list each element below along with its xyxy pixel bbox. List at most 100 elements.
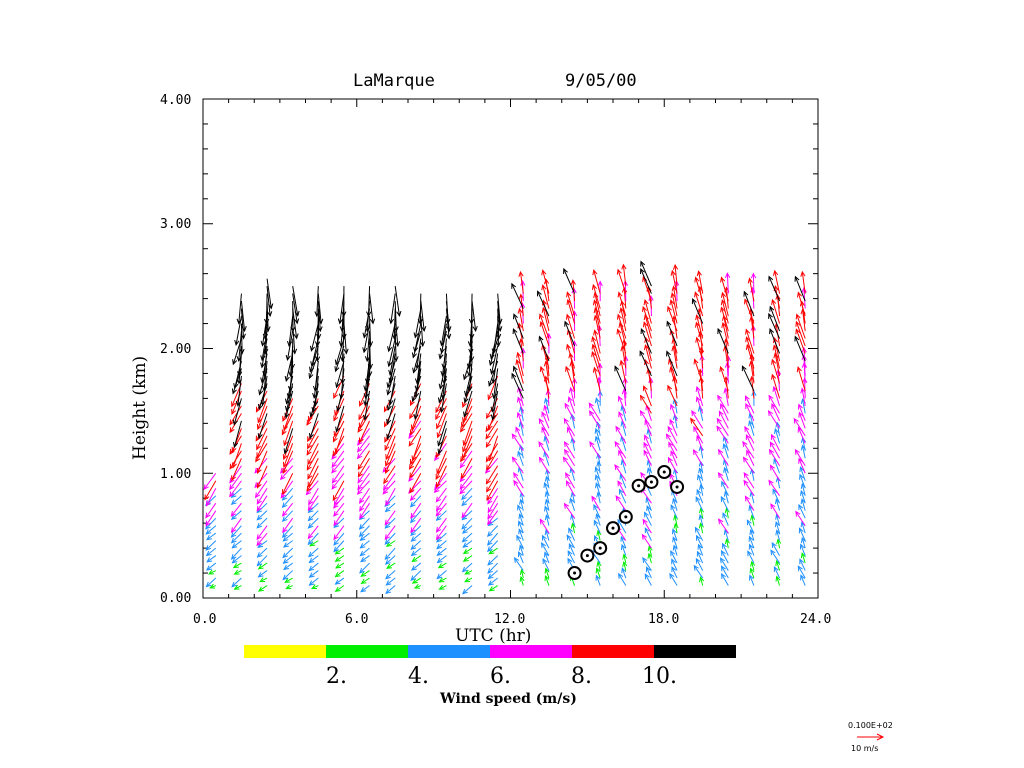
wind-vector-shaft <box>307 428 319 449</box>
wind-vector-head <box>563 267 568 275</box>
wind-vector-head <box>230 532 237 538</box>
wind-vector <box>256 428 268 451</box>
wind-vector-head <box>771 542 777 549</box>
wind-vector-shaft <box>386 562 396 569</box>
wind-vector-head <box>462 542 469 548</box>
wind-vector-head <box>205 581 212 588</box>
wind-vector <box>594 466 601 481</box>
wind-vector <box>486 480 499 501</box>
wind-vector <box>770 503 780 519</box>
wind-vector-shaft <box>462 435 473 459</box>
wind-vector-shaft <box>306 472 319 492</box>
wind-vector <box>747 550 755 564</box>
wind-vector-head <box>694 291 700 298</box>
wind-vector-head <box>435 407 441 414</box>
wind-vector-head <box>439 340 445 347</box>
wind-vector <box>256 555 268 567</box>
wind-vector-shaft <box>511 433 524 452</box>
wind-vector-head <box>281 510 288 517</box>
wind-vector <box>257 413 268 440</box>
wind-vector-head <box>290 326 296 333</box>
wind-vector <box>360 585 370 593</box>
wind-vector <box>337 293 345 325</box>
wind-vector-head <box>491 377 497 384</box>
wind-vector-shaft <box>539 457 550 474</box>
wind-vector-head <box>618 449 623 456</box>
wind-vector-shaft <box>646 567 652 579</box>
wind-vector <box>695 396 704 414</box>
wind-vector <box>567 550 576 564</box>
wind-vector-head <box>717 394 723 401</box>
wind-vector-shaft <box>411 532 422 542</box>
wind-vector-shaft <box>488 517 498 526</box>
wind-vector <box>487 510 499 526</box>
wind-vector <box>565 472 575 489</box>
wind-vector-shaft <box>441 323 447 353</box>
wind-vector-head <box>672 536 678 543</box>
wind-vector-shaft <box>520 499 524 511</box>
wind-vector-head <box>767 410 774 417</box>
wind-vector-shaft <box>647 460 652 474</box>
wind-vector-head <box>518 544 524 551</box>
wind-vector-shaft <box>335 428 345 453</box>
wind-vector-shaft <box>698 544 704 556</box>
wind-vector-head <box>511 372 517 379</box>
wind-vector-head <box>410 424 416 431</box>
wind-vector-head <box>331 483 337 490</box>
wind-vector-head <box>518 444 524 451</box>
wind-vector <box>359 540 370 549</box>
wind-vector-shaft <box>799 474 806 489</box>
wind-vector-head <box>393 326 399 333</box>
wind-vector-head <box>230 511 237 517</box>
wind-vector-head <box>386 404 392 411</box>
wind-vector-shaft <box>282 547 294 558</box>
wind-vector-head <box>720 291 727 298</box>
wind-vector-shaft <box>644 435 652 451</box>
wind-vector-head <box>461 494 467 501</box>
wind-vector-shaft <box>724 529 729 541</box>
wind-vector <box>744 495 755 511</box>
wind-vector-shaft <box>674 523 678 534</box>
wind-vector <box>231 458 242 482</box>
wind-vector-shaft <box>568 543 576 556</box>
wind-vector-head <box>722 512 728 519</box>
wind-vector <box>233 569 242 575</box>
wind-vector-shaft <box>744 426 755 444</box>
wind-vector <box>231 443 242 469</box>
wind-vector-shaft <box>487 495 499 513</box>
wind-vector <box>538 335 550 362</box>
wind-vector <box>594 397 601 414</box>
wind-vector <box>566 426 576 444</box>
wind-vector-shaft <box>436 450 447 474</box>
wind-vector <box>566 534 575 549</box>
wind-vector <box>485 420 499 440</box>
wind-vector-shaft <box>518 308 524 332</box>
wind-vector-shaft <box>333 420 345 442</box>
wind-vector <box>282 547 294 559</box>
wind-vector-shaft <box>519 514 524 526</box>
wind-vector-head <box>696 488 702 495</box>
wind-vector-head <box>487 546 493 553</box>
wind-vector <box>642 518 652 534</box>
wind-vector-head <box>647 545 653 552</box>
wind-vector-shaft <box>369 316 372 347</box>
wind-vector-head <box>231 581 238 588</box>
wind-vector-shaft <box>748 505 755 519</box>
wind-vector <box>799 558 806 571</box>
wind-vector-head <box>437 563 444 569</box>
wind-vector <box>409 487 422 502</box>
wind-vector-head <box>385 573 391 580</box>
wind-vector <box>695 314 704 339</box>
wind-vector-head <box>413 332 419 339</box>
wind-vector-shaft <box>795 321 806 347</box>
wind-vector-head <box>410 544 417 551</box>
wind-vector-shaft <box>512 457 524 474</box>
wind-vector <box>388 293 396 325</box>
wind-vector-head <box>800 498 806 505</box>
wind-vector-shaft <box>283 420 294 446</box>
wind-vector-head <box>236 378 242 385</box>
x-tick-label: 24.0 <box>800 612 831 627</box>
wind-vector-head <box>722 542 727 549</box>
wind-vector-head <box>670 292 676 299</box>
wind-vector-shaft <box>776 514 781 526</box>
